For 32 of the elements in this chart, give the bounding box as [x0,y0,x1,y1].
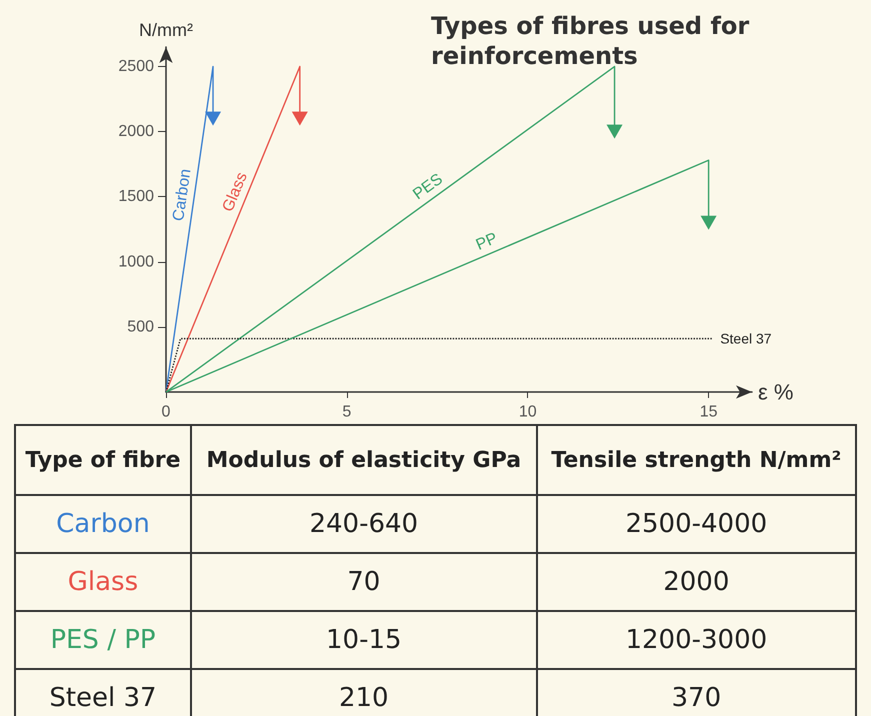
text: 70 [190,553,537,611]
text: Steel 37 [15,669,191,716]
text: Type of fibre [15,425,191,495]
y-tick-label: 1500 [118,188,154,206]
y-tick-label: 500 [127,318,154,336]
y-axis-title: N/mm² [139,20,193,40]
y-tick-label: 2500 [118,58,154,76]
text: Modulus of elasticity GPa [190,425,537,495]
text: Carbon [15,495,191,553]
text: Glass [15,553,191,611]
text: 1200-3000 [536,611,856,669]
x-tick-label: 5 [342,404,352,420]
text: PES / PP [15,611,191,669]
text: 240-640 [190,495,537,553]
text: PES [410,170,446,204]
text: 210 [190,669,537,716]
x-tick-label: 15 [700,404,718,420]
text: Glass [220,170,251,214]
series-label: Steel 37 [720,330,772,347]
text: Carbon [170,168,194,222]
text: PP [474,230,500,254]
x-tick-label: 10 [518,404,537,420]
text: 370 [536,669,856,716]
text: 2500-4000 [536,495,856,553]
y-tick-label: 2000 [118,123,154,140]
text: Tensile strength N/mm² [536,425,856,495]
y-tick-label: 1000 [118,253,154,270]
text: 2000 [536,553,856,611]
text: 10-15 [190,611,537,669]
x-axis-title: ε % [758,380,794,404]
x-tick-label: 0 [162,404,171,420]
chart-title: Types of fibres used for reinforcements [431,12,758,70]
